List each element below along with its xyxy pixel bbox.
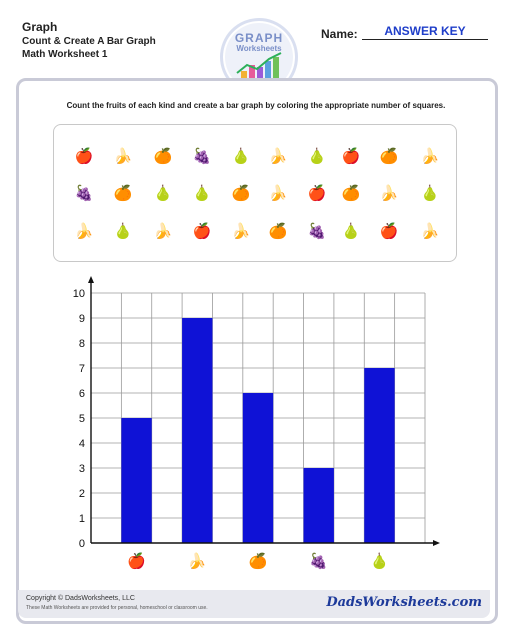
banana-icon: 🍌 [74, 223, 94, 240]
banana-icon: 🍌 [420, 148, 440, 165]
usage-note: These Math Worksheets are provided for p… [26, 605, 208, 611]
apple-icon: 🍎 [192, 223, 212, 240]
copyright-text: Copyright © DadsWorksheets, LLC [26, 595, 135, 602]
bar-chart-logo-icon [236, 52, 282, 81]
logo-title: GRAPH [234, 31, 284, 45]
pear-icon: 🍐 [113, 223, 133, 240]
orange-icon: 🍊 [231, 185, 251, 202]
orange-icon: 🍊 [341, 185, 361, 202]
banana-icon: 🍌 [268, 148, 288, 165]
grapes-icon: 🍇 [192, 148, 212, 165]
pear-icon: 🍐 [307, 148, 327, 165]
orange-icon: 🍊 [268, 223, 288, 240]
banana-icon: 🍌 [113, 148, 133, 165]
pear-icon: 🍐 [420, 185, 440, 202]
apple-icon: 🍎 [341, 148, 361, 165]
apple-icon: 🍎 [379, 223, 399, 240]
orange-icon: 🍊 [153, 148, 173, 165]
banana-icon: 🍌 [268, 185, 288, 202]
worksheet-number: Math Worksheet 1 [22, 49, 108, 60]
fruit-count-panel: 🍎 🍌 🍊 🍇 🍐 🍌 🍐 🍎 🍊 🍌 🍇 🍊 🍐 🍐 🍊 🍌 🍎 🍊 🍌 🍐 🍌 🍐 🍌 🍎 🍌 🍊 🍇 🍐 🍎 🍌 [53, 124, 457, 262]
pear-icon: 🍐 [341, 223, 361, 240]
banana-icon: 🍌 [153, 223, 173, 240]
banana-icon: 🍌 [379, 185, 399, 202]
name-label: Name: [321, 27, 358, 41]
apple-icon: 🍎 [307, 185, 327, 202]
apple-icon: 🍎 [74, 148, 94, 165]
worksheet-subtitle: Count & Create A Bar Graph [22, 36, 156, 47]
brand-logo[interactable]: DadsWorksheets.com [326, 595, 482, 610]
grapes-icon: 🍇 [307, 223, 327, 240]
pear-icon: 🍐 [153, 185, 173, 202]
orange-icon: 🍊 [379, 148, 399, 165]
name-field[interactable]: ANSWER KEY [362, 24, 488, 40]
orange-icon: 🍊 [113, 185, 133, 202]
banana-icon: 🍌 [420, 223, 440, 240]
instructions: Count the fruits of each kind and create… [66, 101, 446, 110]
grapes-icon: 🍇 [74, 185, 94, 202]
worksheet-title: Graph [22, 20, 58, 34]
footer: Copyright © DadsWorksheets, LLC These Ma… [18, 590, 490, 618]
logo-subtitle: Worksheets [236, 44, 282, 53]
banana-icon: 🍌 [231, 223, 251, 240]
pear-icon: 🍐 [231, 148, 251, 165]
pear-icon: 🍐 [192, 185, 212, 202]
